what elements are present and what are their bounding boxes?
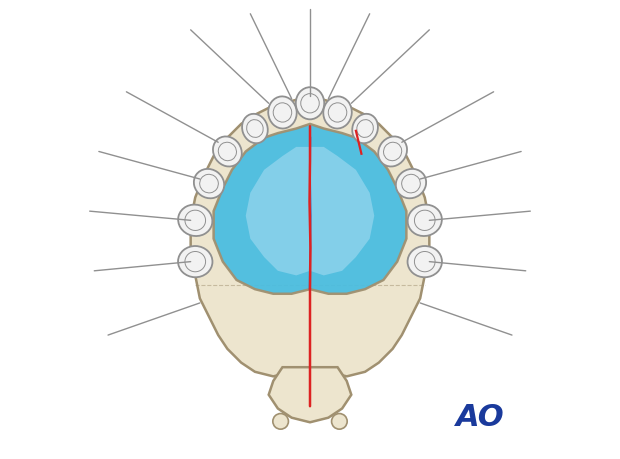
Ellipse shape: [178, 246, 213, 277]
Ellipse shape: [396, 169, 426, 198]
Ellipse shape: [378, 136, 407, 167]
Ellipse shape: [194, 169, 224, 198]
Ellipse shape: [407, 205, 442, 236]
Polygon shape: [191, 96, 429, 376]
Polygon shape: [246, 147, 374, 275]
Ellipse shape: [213, 136, 242, 167]
Ellipse shape: [323, 96, 352, 129]
Circle shape: [273, 414, 288, 429]
Ellipse shape: [178, 205, 213, 236]
Polygon shape: [214, 124, 406, 294]
Ellipse shape: [242, 114, 268, 143]
Ellipse shape: [268, 96, 297, 129]
Ellipse shape: [407, 246, 442, 277]
Polygon shape: [268, 367, 352, 422]
Circle shape: [332, 414, 347, 429]
Ellipse shape: [352, 114, 378, 143]
Ellipse shape: [296, 87, 324, 119]
Text: AO: AO: [456, 403, 504, 432]
